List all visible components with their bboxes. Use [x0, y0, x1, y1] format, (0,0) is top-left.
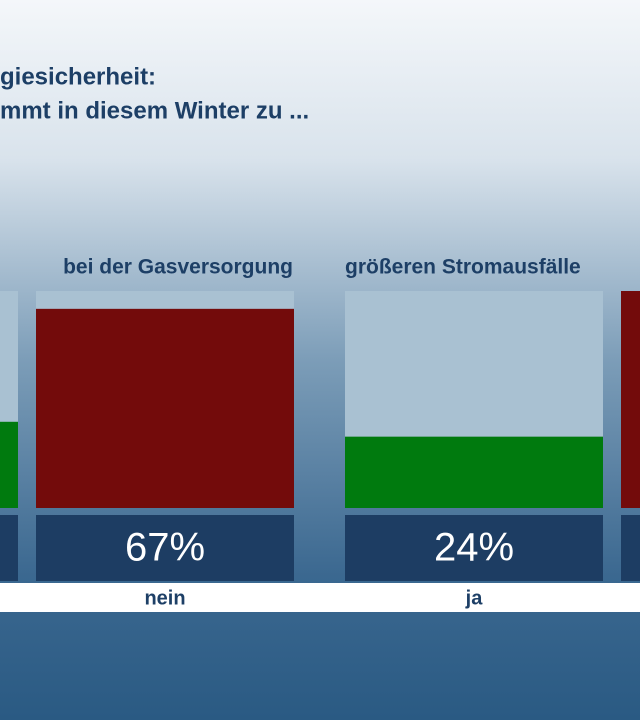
value-box [621, 515, 640, 581]
bar [36, 308, 294, 508]
category-label: nein [144, 587, 185, 609]
group-label: bei der Gasversorgung [63, 256, 293, 279]
chart-title: giesicherheit: [0, 63, 156, 90]
value-box [0, 515, 18, 581]
bar [345, 436, 603, 508]
chart-subtitle: mmt in diesem Winter zu ... [0, 97, 309, 124]
value-box [345, 515, 603, 581]
value-box [36, 515, 294, 581]
group-label: größeren Stromausfälle [345, 256, 581, 279]
value-label: 24% [434, 526, 514, 570]
bar [0, 421, 18, 508]
category-label: ja [465, 587, 484, 609]
value-label: 67% [125, 526, 205, 570]
bar [621, 291, 640, 508]
label-strip [0, 583, 640, 612]
